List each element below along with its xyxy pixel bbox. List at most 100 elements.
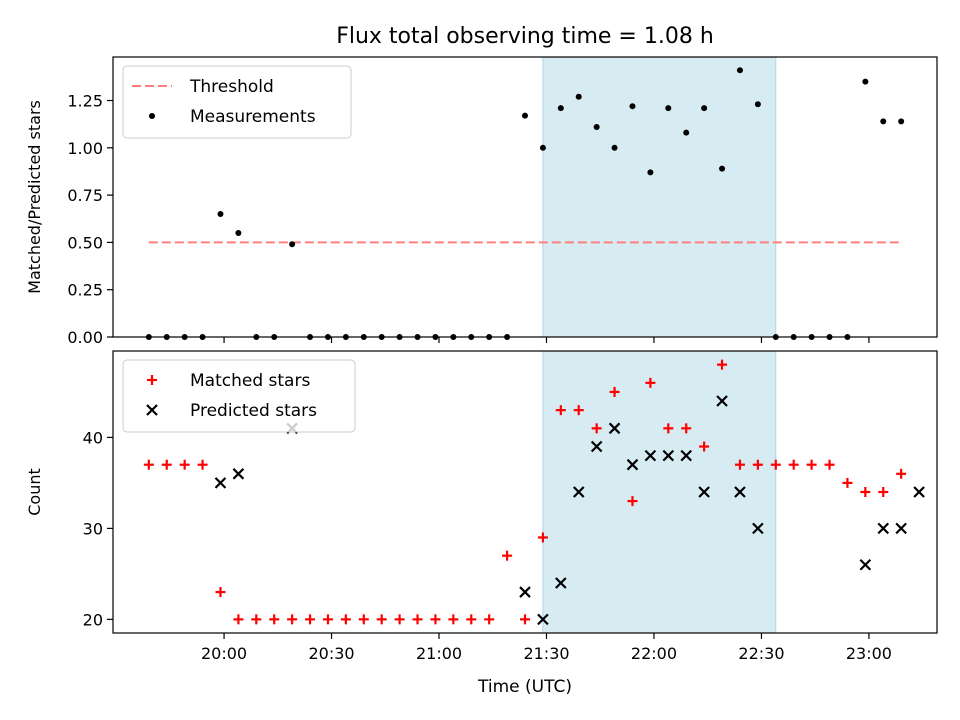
data-point (484, 614, 495, 625)
data-point (430, 614, 441, 625)
data-point (591, 423, 602, 434)
legend-marker (146, 404, 158, 416)
x-tick-label: 22:00 (631, 644, 677, 663)
data-point (575, 93, 582, 100)
data-point (698, 486, 710, 498)
legend-label: Threshold (189, 77, 274, 97)
y-tick-label: 0.50 (67, 233, 103, 252)
data-point (719, 165, 726, 172)
data-point (824, 459, 835, 470)
x-tick-label: 21:30 (523, 644, 569, 663)
legend-marker (147, 375, 157, 385)
y-tick-label: 0.75 (67, 186, 103, 205)
shaded-span (542, 350, 777, 634)
data-point (573, 405, 584, 416)
data-point (340, 614, 351, 625)
top-panel: 0.00 0.25 0.50 0.75 1.00 1.25 Matched/Predicte… (25, 56, 938, 347)
data-point (269, 614, 280, 625)
data-point (877, 522, 890, 535)
data-point (663, 423, 674, 434)
legend-box (122, 65, 352, 139)
data-point (197, 459, 208, 470)
data-point (626, 458, 639, 471)
data-point (629, 103, 636, 110)
x-tick-label: 20:30 (308, 644, 354, 663)
data-point (322, 614, 333, 625)
data-point (214, 477, 227, 489)
x-tick-label: 21:00 (416, 644, 462, 663)
data-point (736, 67, 743, 74)
data-point (898, 118, 905, 125)
data-point (862, 78, 869, 85)
data-point (537, 613, 549, 626)
data-point (593, 124, 600, 130)
y-tick-label: 30 (83, 519, 103, 538)
data-point (233, 614, 244, 625)
legend-marker (149, 113, 155, 119)
data-point (287, 614, 298, 625)
data-point (358, 614, 369, 625)
data-point (448, 614, 459, 625)
data-point (647, 169, 654, 176)
data-point (235, 229, 242, 236)
data-point (895, 522, 907, 535)
data-point (394, 614, 405, 625)
data-point (557, 105, 564, 112)
data-point (161, 459, 172, 470)
data-point (683, 129, 690, 136)
data-point (217, 211, 224, 218)
data-point (717, 359, 728, 370)
data-point (289, 241, 296, 248)
x-tick-label: 22:30 (738, 644, 784, 663)
x-tick-label: 20:00 (201, 644, 247, 663)
data-point (251, 614, 262, 625)
data-point (555, 405, 566, 416)
data-point (627, 496, 638, 507)
data-point (520, 614, 530, 625)
plot-frame (112, 56, 938, 338)
data-point (716, 395, 728, 407)
data-point (179, 459, 190, 470)
y-tick-label: 0.25 (67, 281, 103, 300)
y-tick-label: 40 (83, 428, 103, 447)
data-point (662, 449, 675, 462)
data-point (680, 449, 692, 462)
y-tick-label: 0.00 (67, 328, 103, 347)
data-point (754, 101, 761, 108)
legend-label: Predicted stars (190, 401, 317, 421)
legend-label: Matched stars (190, 371, 310, 391)
x-axis-label: Time (UTC) (477, 677, 572, 697)
data-point (880, 118, 887, 125)
data-point (788, 459, 799, 470)
data-point (232, 468, 245, 480)
data-point (752, 522, 764, 535)
data-point (412, 614, 423, 625)
data-point (752, 459, 763, 470)
data-point (305, 614, 316, 625)
data-point (896, 468, 907, 479)
data-point (609, 386, 620, 397)
data-point (842, 477, 853, 488)
y-tick-label: 20 (83, 610, 103, 629)
data-point (859, 558, 872, 571)
plot-frame (112, 350, 938, 634)
data-point (611, 144, 618, 151)
legend-box (122, 359, 356, 433)
data-point (376, 614, 387, 625)
data-point (555, 577, 567, 589)
data-point (215, 587, 226, 598)
data-point (734, 486, 746, 498)
data-point (860, 487, 871, 497)
bottom-panel: 20:00 20:30 21:00 21:30 22:00 22:30 23:00 20 30 4… (25, 350, 938, 663)
legend: Matched stars Predicted stars (122, 359, 356, 433)
legend: Threshold Measurements (122, 65, 352, 139)
data-point (143, 459, 154, 470)
data-point (539, 144, 546, 151)
data-point (699, 441, 710, 452)
data-point (734, 459, 745, 470)
data-point (701, 105, 708, 112)
data-point (466, 614, 477, 625)
data-point (502, 550, 513, 561)
y-axis-label: Count (25, 468, 44, 516)
